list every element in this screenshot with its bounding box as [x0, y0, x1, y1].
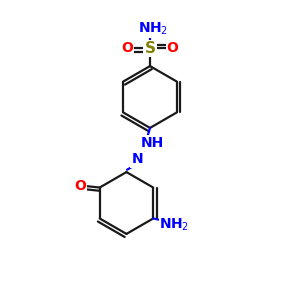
Text: O: O	[167, 41, 178, 56]
Text: N: N	[131, 152, 143, 167]
Text: NH$_2$: NH$_2$	[138, 21, 169, 38]
Text: O: O	[122, 41, 133, 56]
Text: NH: NH	[140, 136, 164, 150]
Text: NH$_2$: NH$_2$	[159, 217, 190, 233]
Text: O: O	[74, 179, 86, 193]
Text: S: S	[145, 41, 155, 56]
